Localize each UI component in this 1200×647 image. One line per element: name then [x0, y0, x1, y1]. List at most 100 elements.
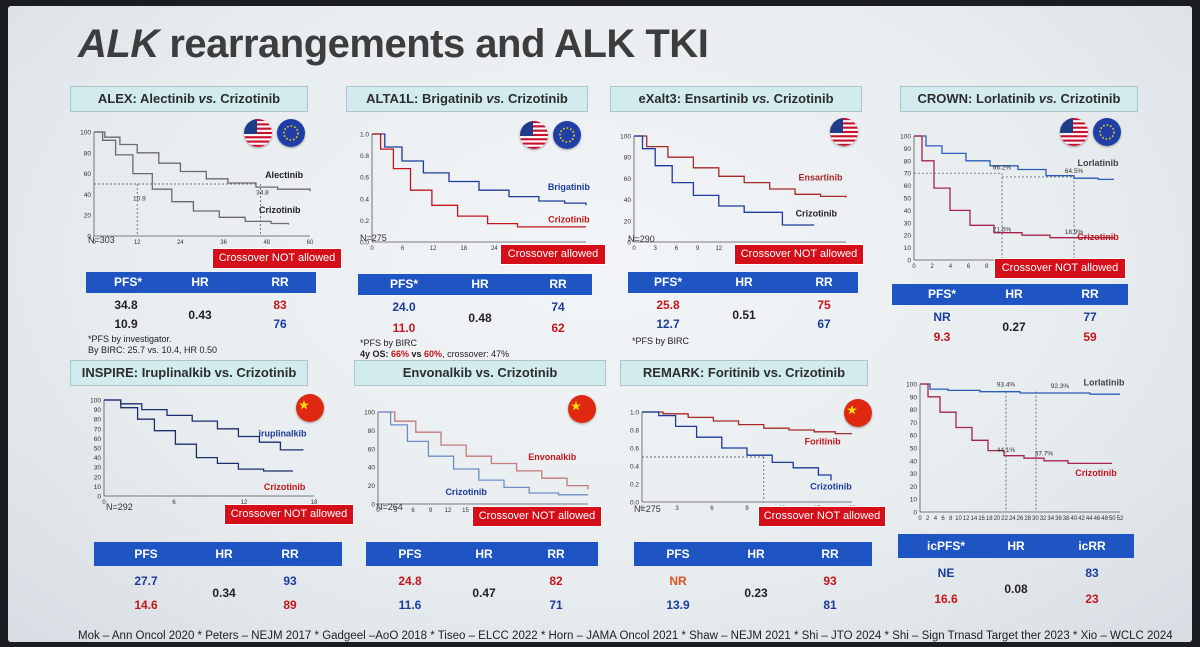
y-tick-label: 40: [624, 197, 632, 204]
exalt-crossover-banner: Crossover NOT allowed: [734, 244, 864, 265]
x-tick-label: 12: [241, 500, 248, 506]
survival-curve: [914, 135, 1114, 239]
exalt-results-table: PFS* HR RR 25.8 0.51 75 12.7 67: [628, 272, 858, 334]
value-annotation: 44.1%: [997, 447, 1016, 454]
y-tick-label: 0.6: [360, 175, 369, 182]
y-tick-label: 80: [904, 158, 912, 165]
value-annotation: 21.5%: [993, 226, 1012, 233]
y-tick-label: 0: [907, 258, 911, 265]
references: Mok – Ann Oncol 2020 * Peters – NEJM 201…: [78, 630, 1173, 642]
curve-label: Crizotinib: [264, 482, 306, 492]
rr-value: 77: [1083, 310, 1097, 324]
pfs-value: 11.0: [392, 321, 416, 335]
us-flag: [244, 119, 272, 147]
x-tick-label: 48: [263, 240, 270, 246]
x-tick-label: 14: [971, 516, 978, 522]
curve-label: Crizotinib: [548, 215, 590, 225]
hr-value: 0.34: [212, 586, 236, 600]
table-header: PFS* HR RR: [892, 284, 1128, 305]
survival-curve: [372, 133, 587, 206]
alta-km-plot: 1.00.80.60.40.20.006121824303642Brigatin…: [348, 128, 592, 253]
curve-label: Lorlatinib: [1078, 158, 1119, 168]
slide: ALK rearrangements and ALK TKI ALEX: Ale…: [8, 6, 1192, 642]
x-tick-label: 12: [134, 240, 141, 246]
y-tick-label: 0: [913, 510, 917, 517]
x-tick-label: 0: [632, 246, 636, 252]
y-tick-label: 0.4: [630, 464, 639, 471]
crown-km-plot: 1009080706050403020100024681012141618202…: [890, 130, 1122, 271]
x-tick-label: 18: [460, 246, 467, 252]
crownic-results-table: icPFS* HR icRR NE 0.08 83 16.6 23: [898, 534, 1134, 606]
hr-value: 0.27: [1002, 320, 1026, 334]
y-tick-label: 0.2: [630, 482, 639, 489]
x-tick-label: 6: [401, 246, 405, 252]
envonal-results-table: PFS HR RR 24.8 0.47 82 11.6 71: [366, 542, 598, 612]
x-tick-label: 44: [1086, 516, 1093, 522]
envonal-km-plot: 1008060402000369121518212427303336Envona…: [360, 402, 592, 518]
y-tick-label: 20: [368, 483, 376, 490]
x-tick-label: 12: [963, 516, 970, 522]
us-flag: [1060, 118, 1088, 146]
x-tick-label: 6: [941, 516, 945, 522]
survival-curve: [378, 411, 588, 496]
x-tick-label: 24: [177, 240, 184, 246]
y-tick-label: 50: [910, 446, 918, 453]
rr-value: 81: [823, 598, 837, 612]
x-tick-label: 18: [311, 500, 318, 506]
y-tick-label: 20: [624, 218, 632, 225]
y-tick-label: 60: [904, 183, 912, 190]
rr-value: 82: [549, 574, 563, 588]
alta-crossover-banner: Crossover allowed: [500, 244, 606, 265]
survival-curve: [634, 135, 847, 198]
value-annotation: 10.9: [133, 196, 146, 203]
x-tick-label: 9: [745, 506, 749, 512]
remark-crossover-banner: Crossover NOT allowed: [758, 506, 886, 527]
x-tick-label: 3: [675, 506, 679, 512]
curve-label: Foritinib: [805, 436, 841, 446]
y-tick-label: 100: [80, 130, 91, 137]
x-tick-label: 8: [949, 516, 953, 522]
us-flag: [520, 121, 548, 149]
y-tick-label: 0.2: [360, 218, 369, 225]
y-tick-label: 0: [371, 502, 375, 509]
x-tick-label: 28: [1024, 516, 1031, 522]
y-tick-label: 20: [910, 484, 918, 491]
x-tick-label: 36: [220, 240, 227, 246]
x-tick-label: 18: [986, 516, 993, 522]
value-annotation: 37.7%: [1035, 451, 1054, 458]
value-annotation: 93.4%: [997, 382, 1016, 389]
y-tick-label: 1.0: [360, 132, 369, 139]
y-tick-label: 1.0: [630, 410, 639, 417]
survival-curve: [378, 411, 589, 490]
x-tick-label: 0: [376, 508, 380, 514]
hr-value: 0.47: [472, 586, 496, 600]
alex-crossover-banner: Crossover NOT allowed: [212, 248, 342, 269]
curve-label: Brigatinib: [548, 182, 591, 192]
x-tick-label: 24: [1009, 516, 1016, 522]
x-tick-label: 34: [1047, 516, 1054, 522]
y-tick-label: 70: [94, 426, 102, 433]
y-tick-label: 30: [904, 220, 912, 227]
x-tick-label: 0: [370, 246, 374, 252]
title-italic: ALK: [78, 22, 159, 66]
x-tick-label: 36: [1055, 516, 1062, 522]
rr-value: 93: [283, 574, 297, 588]
alta-n: N=275: [360, 233, 387, 243]
x-tick-label: 15: [462, 508, 469, 514]
inspire-crossover-banner: Crossover NOT allowed: [224, 504, 354, 525]
survival-curve: [94, 131, 311, 192]
y-tick-label: 0: [627, 240, 631, 247]
hr-value: 0.43: [188, 308, 212, 322]
rr-value: 67: [817, 317, 831, 331]
remark-km-plot: 1.00.80.60.40.20.00369121518ForitinibCri…: [622, 402, 862, 518]
x-tick-label: 9: [429, 508, 433, 514]
rr-value: 23: [1085, 592, 1099, 606]
curve-label: Ensartinib: [799, 173, 844, 183]
crownic-km-plot: 100 90 80 70 60 50 40 30 20 10 0 0 2 4 6 8 10 12 14 16 18 20 2…: [896, 377, 1128, 526]
plot-area: 1008060402000369121518212427303336Envona…: [364, 410, 592, 515]
envonal-title: Envonalkib vs. Crizotinib: [354, 360, 606, 386]
y-tick-label: 80: [624, 155, 632, 162]
y-tick-label: 0.0: [360, 240, 369, 247]
rr-value: 93: [823, 574, 837, 588]
